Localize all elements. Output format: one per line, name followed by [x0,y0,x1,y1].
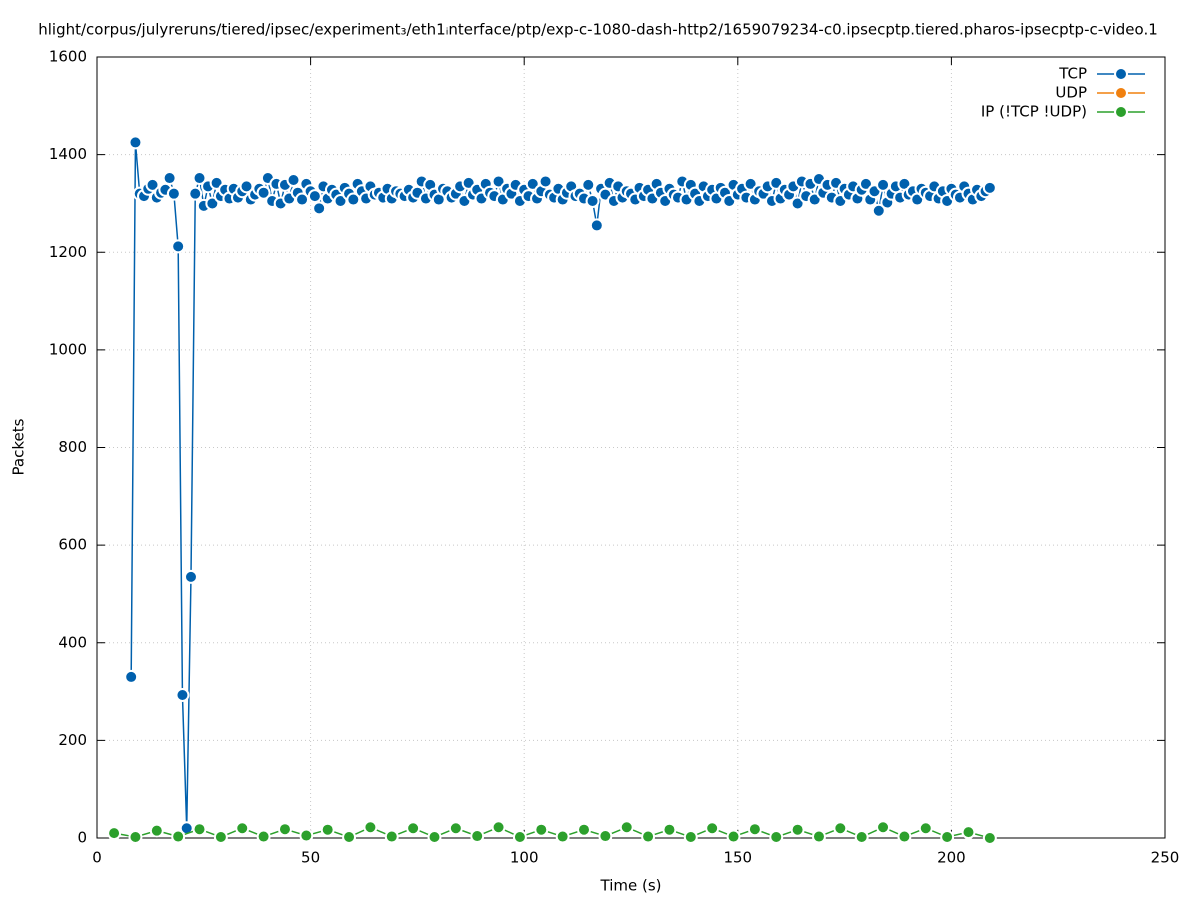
data-point [534,822,549,837]
data-point [512,830,527,845]
data-point [491,174,506,189]
data-point [811,829,826,844]
x-tick-label: 250 [1151,849,1180,867]
data-point [598,829,613,844]
data-point [192,171,207,186]
data-point [256,829,271,844]
x-axis-label: Time (s) [600,877,662,895]
y-tick-label: 1600 [49,48,87,66]
data-point [876,820,891,835]
data-point [854,830,869,845]
data-point [406,821,421,836]
data-point [577,822,592,837]
y-tick-label: 400 [58,633,87,651]
data-point [124,669,139,684]
legend-label: IP (!TCP !UDP) [981,103,1087,121]
data-point [769,830,784,845]
legend-label: UDP [1055,84,1087,102]
data-point [448,821,463,836]
data-point [166,186,181,201]
data-point [491,820,506,835]
y-axis-label: Packets [10,418,28,475]
data-point [235,821,250,836]
data-point [384,829,399,844]
y-tick-label: 800 [58,438,87,456]
x-tick-label: 50 [301,849,320,867]
data-point [918,821,933,836]
data-point [363,820,378,835]
data-point [183,569,198,584]
data-point [107,826,122,841]
data-point [858,176,873,191]
data-point [145,177,160,192]
data-point [162,171,177,186]
data-point [205,196,220,211]
data-point [662,822,677,837]
data-point [149,823,164,838]
x-tick-label: 200 [937,849,966,867]
data-point [256,185,271,200]
legend-marker [1114,67,1128,81]
legend-marker [1114,105,1128,119]
data-point [320,822,335,837]
data-point [175,687,190,702]
data-point [581,177,596,192]
chart-title: hlight/corpus/julyreruns/tiered/ipsec/ex… [38,21,1158,39]
data-point [619,820,634,835]
data-point [213,830,228,845]
data-point [427,830,442,845]
y-tick-label: 600 [58,536,87,554]
data-point [961,825,976,840]
data-point [342,830,357,845]
data-point [743,176,758,191]
data-point [705,821,720,836]
data-point [833,821,848,836]
data-point [897,829,912,844]
y-tick-label: 1200 [49,243,87,261]
data-point [555,829,570,844]
data-point [188,186,203,201]
data-point [171,829,186,844]
data-point [299,828,314,843]
data-point [982,831,997,845]
data-point [726,829,741,844]
series-line [130,142,991,829]
data-point [683,830,698,845]
data-point [286,173,301,188]
data-point [589,218,604,233]
data-point [128,830,143,845]
data-point [538,174,553,189]
data-point [790,196,805,211]
y-tick-label: 200 [58,731,87,749]
data-point [982,180,997,195]
data-point [312,201,327,216]
legend-marker [1114,86,1128,100]
x-tick-label: 100 [510,849,539,867]
data-point [585,193,600,208]
data-point [790,822,805,837]
data-point [470,829,485,844]
data-point [307,189,322,204]
data-point [940,830,955,845]
data-point [295,192,310,207]
data-point [192,822,207,837]
data-point [171,239,186,254]
y-tick-label: 0 [77,829,87,847]
y-tick-label: 1400 [49,145,87,163]
data-point [128,135,143,150]
plot-frame [96,56,1166,839]
data-point [641,829,656,844]
y-tick-label: 1000 [49,340,87,358]
legend-label: TCP [1058,65,1087,83]
data-point [277,822,292,837]
data-point [525,176,540,191]
data-point [239,179,254,194]
x-tick-label: 150 [723,849,752,867]
data-point [747,822,762,837]
x-tick-label: 0 [92,849,102,867]
data-point [871,203,886,218]
